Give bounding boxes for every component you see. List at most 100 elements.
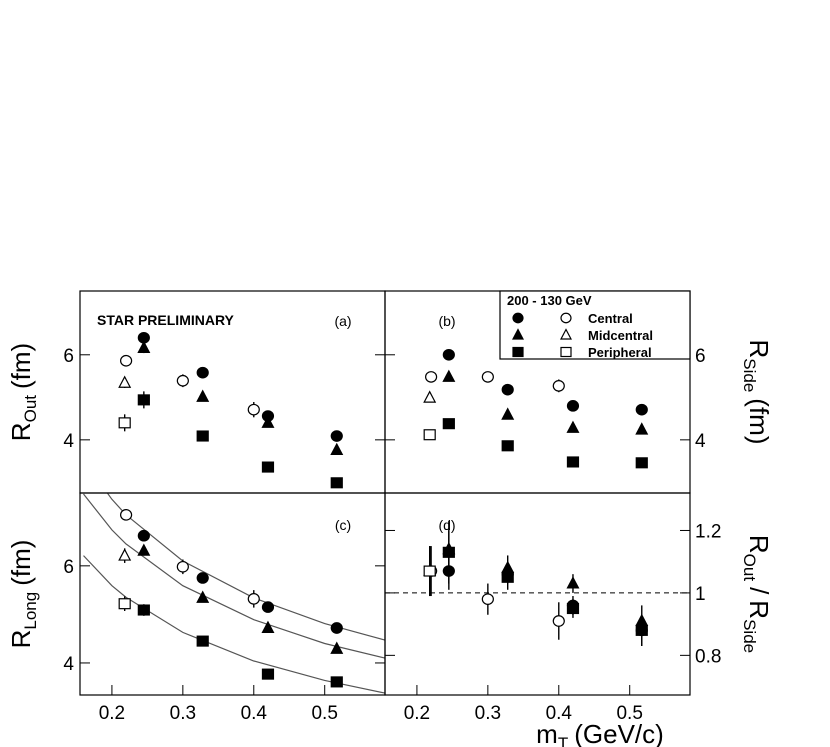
marker-square <box>196 635 209 647</box>
marker-square <box>137 394 150 406</box>
marker-square <box>501 440 514 452</box>
marker-square <box>330 676 343 688</box>
marker-square <box>196 430 209 442</box>
x-tick-label: 0.3 <box>170 703 196 724</box>
marker-square <box>261 461 275 473</box>
marker-circle <box>481 593 494 605</box>
x-tick-label: 0.5 <box>311 703 337 724</box>
marker-triangle <box>423 390 437 403</box>
marker-circle <box>247 593 260 605</box>
marker-square <box>560 346 572 358</box>
marker-circle <box>120 509 133 521</box>
marker-circle <box>566 399 580 412</box>
marker-circle <box>247 403 260 416</box>
label-unit: (GeV/c) <box>574 719 664 747</box>
marker-circle <box>176 560 189 573</box>
marker-circle <box>330 430 343 442</box>
label-main: R <box>6 422 36 441</box>
x-tick-label: 0.4 <box>546 703 573 724</box>
marker-triangle <box>560 328 572 340</box>
x-tick-label: 0.3 <box>475 703 501 724</box>
marker-square <box>442 418 455 430</box>
marker-circle <box>261 601 275 613</box>
marker-circle <box>501 383 514 396</box>
marker-circle <box>196 572 209 584</box>
marker-circle <box>425 371 438 383</box>
marker-square <box>566 456 580 468</box>
label-div: / <box>744 587 774 595</box>
y-axis-label: ROut (fm) <box>6 343 40 441</box>
marker-circle <box>137 529 150 542</box>
marker-circle <box>552 380 565 392</box>
marker-circle <box>552 615 565 627</box>
marker-triangle <box>196 389 210 402</box>
marker-circle <box>635 403 648 416</box>
marker-square <box>566 602 580 615</box>
label-main: R <box>744 535 774 554</box>
marker-triangle <box>330 442 344 456</box>
marker-square <box>442 546 455 558</box>
marker-square <box>512 346 524 358</box>
marker-circle <box>560 312 572 324</box>
y-tick-label: 6 <box>695 346 706 367</box>
marker-circle <box>442 348 455 361</box>
y-tick-label: 0.8 <box>695 646 721 667</box>
x-tick-label: 0.4 <box>241 703 268 724</box>
x-tick-label: 0.5 <box>616 703 642 724</box>
marker-triangle <box>118 548 132 561</box>
fit-curve <box>83 555 385 694</box>
y-tick-label: 4 <box>695 431 706 452</box>
label-unit: (fm) <box>744 398 774 444</box>
marker-triangle <box>442 369 456 382</box>
marker-square <box>501 571 514 583</box>
y-axis-label: ROut/RSide <box>740 535 774 653</box>
marker-square <box>118 598 131 610</box>
marker-triangle <box>635 422 649 435</box>
label-main: m <box>536 719 558 747</box>
marker-square <box>330 477 343 489</box>
marker-square <box>261 668 275 680</box>
marker-triangle <box>501 407 515 420</box>
fit-curve <box>83 493 385 659</box>
panel: 4 6 (b) RSide (fm) 200 - 130 GeV Central Midcen… <box>384 290 774 494</box>
x-tick-label: 0.2 <box>404 703 430 724</box>
marker-triangle <box>196 590 210 603</box>
y-axis-label: RLong (fm) <box>6 540 40 649</box>
label-main: R <box>6 630 36 649</box>
marker-triangle <box>566 576 580 589</box>
marker-triangle <box>261 620 275 633</box>
y-tick-label: 6 <box>63 346 74 367</box>
marker-circle <box>481 371 494 383</box>
legend-label: Midcentral <box>588 328 653 343</box>
label-unit: (fm) <box>6 540 36 586</box>
panel: 4 6 (a) STAR PRELIMINARY ROut (fm) <box>6 290 386 494</box>
y-tick-label: 1 <box>695 584 706 605</box>
label-sub: Side <box>740 358 759 392</box>
y-axis-label: RSide (fm) <box>740 339 774 444</box>
legend-box <box>499 290 691 360</box>
label-sub: Out <box>740 554 759 582</box>
label-main: R <box>744 600 774 619</box>
marker-triangle <box>137 340 151 353</box>
panel-label: (c) <box>335 517 351 533</box>
marker-triangle <box>261 415 275 428</box>
label-sub: Side <box>740 619 759 653</box>
y-tick-label: 6 <box>63 557 74 578</box>
panel: 4 6 0.2 0.3 0.4 0.5 (c) RLong (fm) <box>6 492 386 724</box>
marker-triangle <box>566 420 580 433</box>
label-main: R <box>744 339 774 358</box>
marker-circle <box>512 312 524 324</box>
legend-label: Peripheral <box>588 345 652 360</box>
panel-label: (b) <box>438 313 455 329</box>
panel-frame <box>384 492 691 696</box>
marker-circle <box>330 622 343 634</box>
legend-label: Central <box>588 311 633 326</box>
y-tick-label: 4 <box>63 654 74 675</box>
marker-triangle <box>512 328 524 340</box>
label-sub: Out <box>21 395 40 423</box>
marker-square <box>423 429 436 441</box>
marker-triangle <box>330 641 344 654</box>
x-tick-label: 0.2 <box>99 703 125 724</box>
panel-label: (d) <box>438 517 455 533</box>
